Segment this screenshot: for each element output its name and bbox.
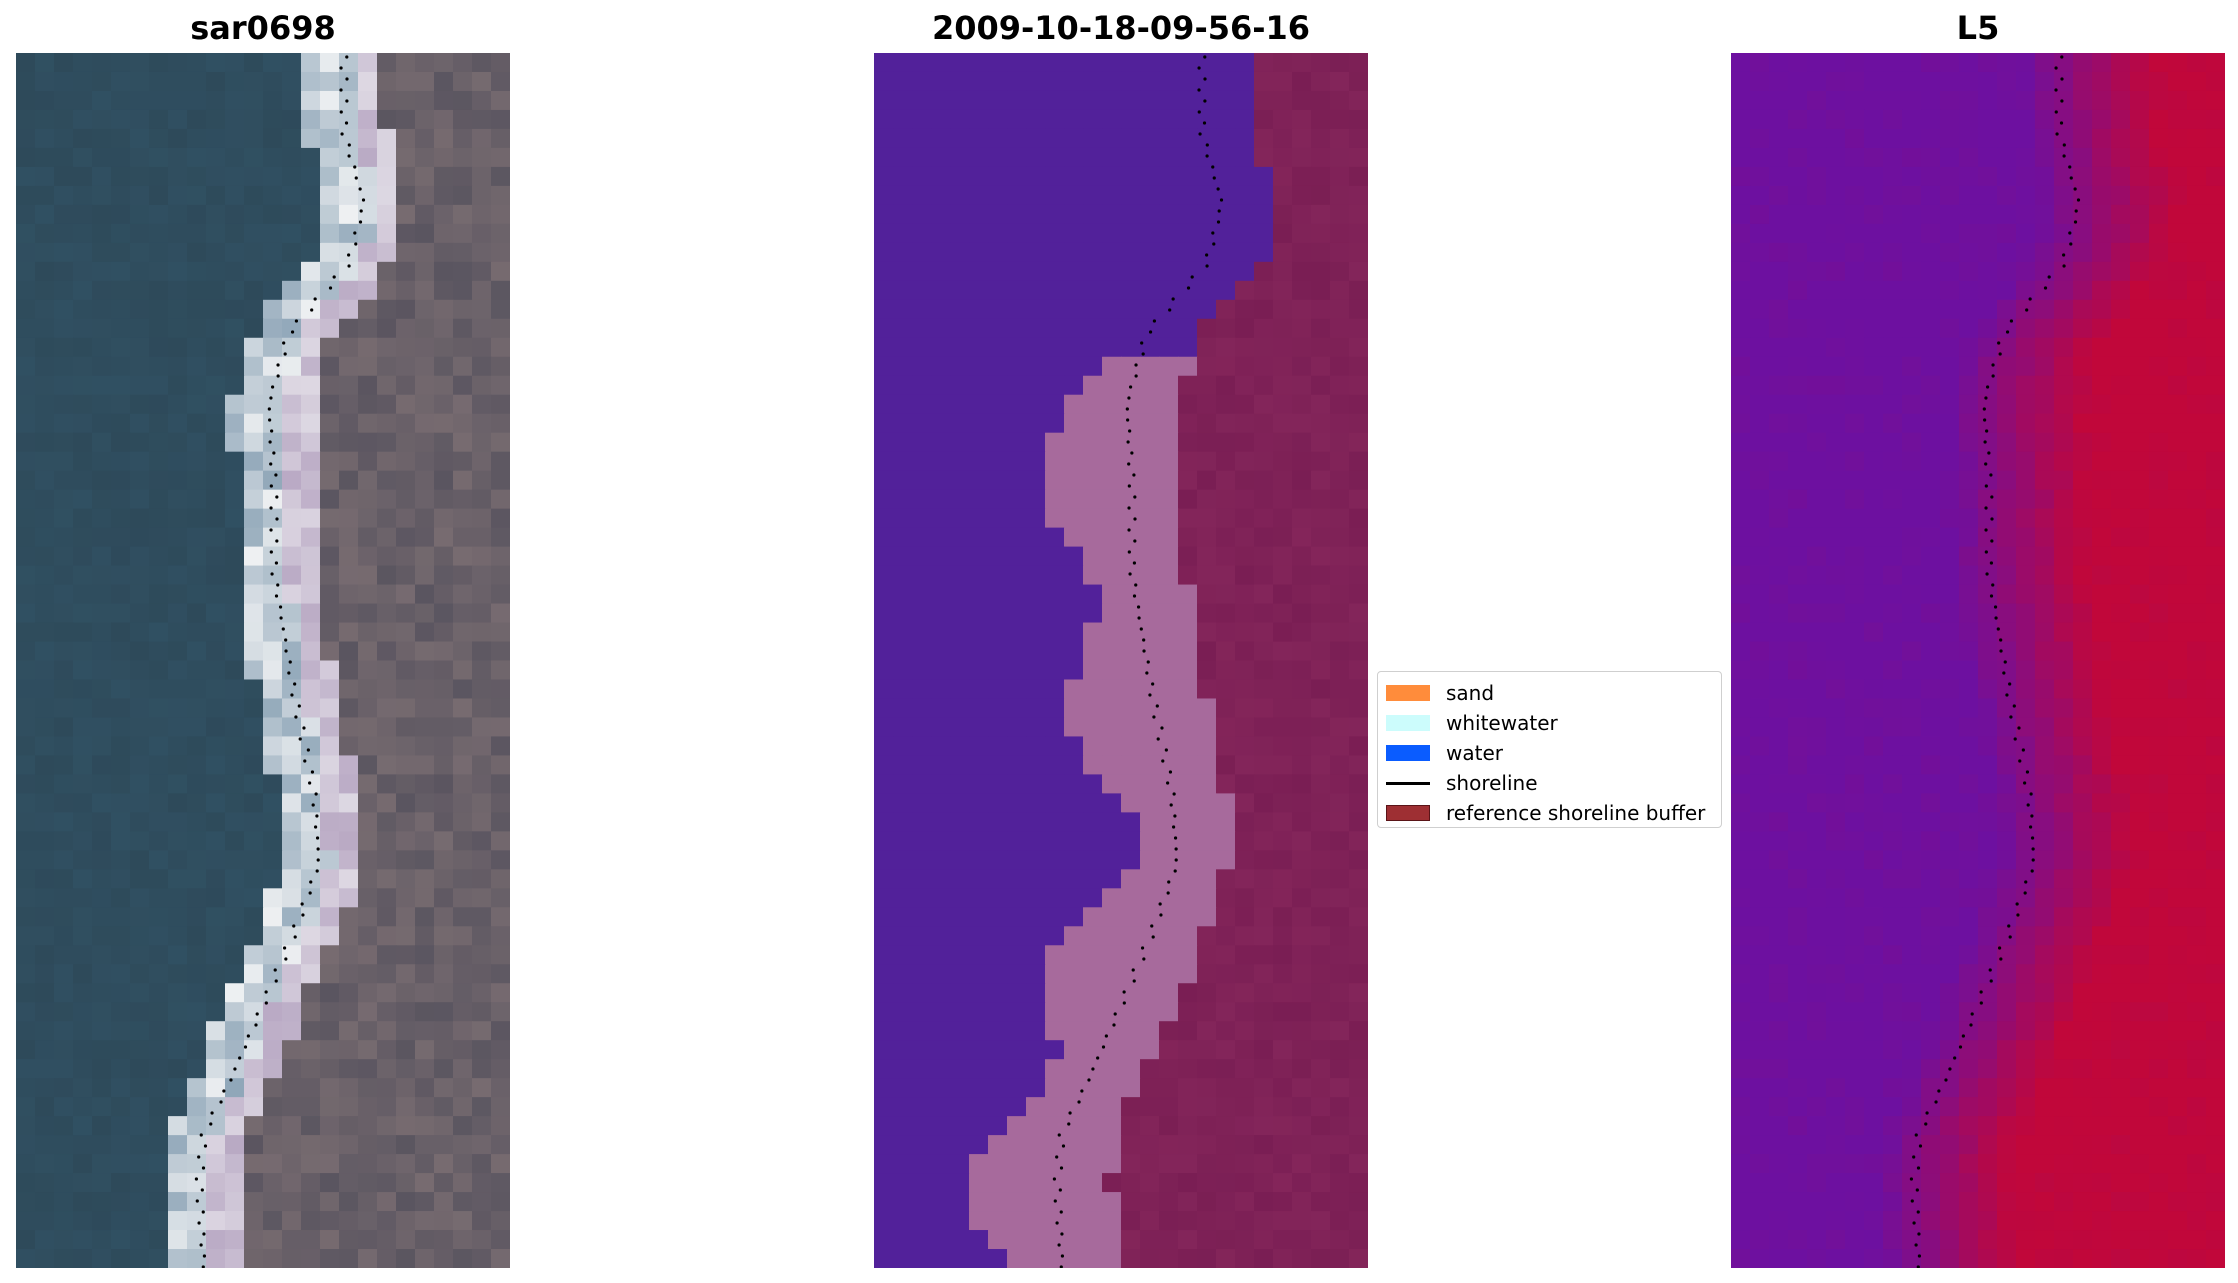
rgb-image-panel: [16, 53, 510, 1268]
shoreline-dots-classified: [1052, 55, 1224, 1268]
whitewater-swatch: [1386, 715, 1430, 731]
panel-title-rgb: sar0698: [190, 9, 336, 47]
legend-label-water: water: [1446, 741, 1503, 765]
panel-title-index: L5: [1956, 9, 2000, 47]
legend-label-sand: sand: [1446, 681, 1495, 705]
legend-item-reference-buffer: reference shoreline buffer: [1386, 798, 1721, 828]
reference-buffer-swatch: [1386, 805, 1430, 821]
legend-item-whitewater: whitewater: [1386, 708, 1721, 738]
classified-image: [874, 53, 1368, 1268]
classified-image-panel: [874, 53, 1368, 1268]
index-image-panel: [1731, 53, 2225, 1268]
shoreline-dots-index: [1909, 55, 2081, 1268]
legend-label-reference-buffer: reference shoreline buffer: [1446, 801, 1706, 825]
legend-item-sand: sand: [1386, 678, 1721, 708]
water-swatch: [1386, 745, 1430, 761]
shoreline-dots-rgb: [194, 55, 366, 1268]
rgb-image: [16, 53, 510, 1268]
legend-label-shoreline: shoreline: [1446, 771, 1538, 795]
legend-item-water: water: [1386, 738, 1721, 768]
legend: sand whitewater water shoreline referenc…: [1377, 671, 1722, 828]
sand-swatch: [1386, 685, 1430, 701]
shoreline-line-swatch: [1386, 781, 1430, 785]
legend-item-shoreline: shoreline: [1386, 768, 1721, 798]
panel-title-classified: 2009-10-18-09-56-16: [931, 9, 1311, 47]
index-image: [1731, 53, 2225, 1268]
legend-label-whitewater: whitewater: [1446, 711, 1558, 735]
